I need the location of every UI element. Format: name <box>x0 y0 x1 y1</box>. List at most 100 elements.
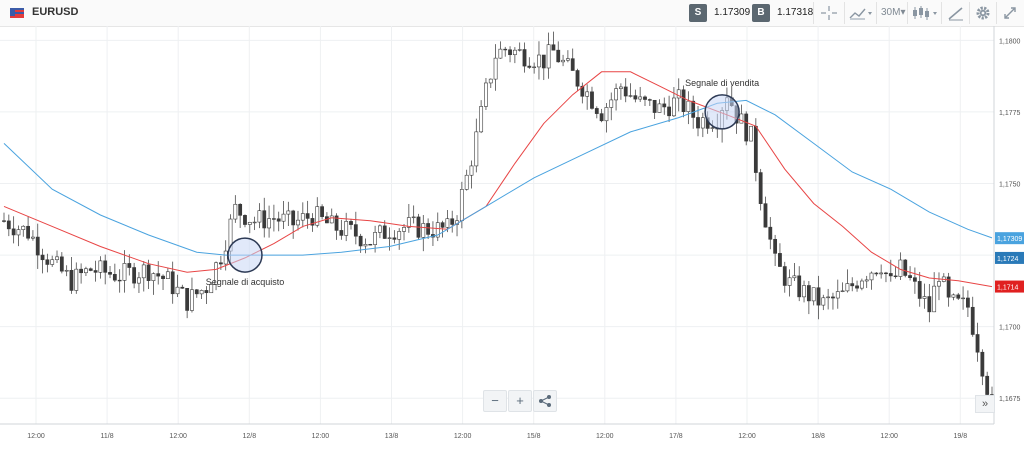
candle[interactable] <box>40 248 45 274</box>
candle[interactable] <box>45 253 50 273</box>
candle[interactable] <box>956 292 961 301</box>
candle[interactable] <box>175 274 180 298</box>
candle[interactable] <box>387 227 392 251</box>
candle[interactable] <box>570 48 575 71</box>
candle[interactable] <box>594 106 599 119</box>
candle[interactable] <box>556 41 561 63</box>
candle[interactable] <box>334 213 339 240</box>
candle[interactable] <box>652 99 657 120</box>
candle[interactable] <box>826 288 831 310</box>
candle[interactable] <box>874 272 879 277</box>
candle[interactable] <box>946 272 951 307</box>
candle[interactable] <box>628 83 633 98</box>
candle[interactable] <box>879 264 884 279</box>
candle[interactable] <box>517 42 522 52</box>
candle[interactable] <box>599 108 604 123</box>
candle[interactable] <box>681 85 686 118</box>
candle[interactable] <box>305 200 310 229</box>
candle[interactable] <box>190 277 194 313</box>
candle[interactable] <box>406 203 411 233</box>
candle[interactable] <box>271 204 276 232</box>
candle[interactable] <box>966 290 970 317</box>
zoom-out-button[interactable]: − <box>483 390 507 412</box>
candle[interactable] <box>696 106 700 137</box>
candle[interactable] <box>146 259 151 290</box>
candle[interactable] <box>69 257 74 294</box>
candle[interactable] <box>11 216 16 244</box>
candle[interactable] <box>122 250 127 293</box>
candle[interactable] <box>657 99 662 113</box>
candle[interactable] <box>262 197 267 238</box>
candle[interactable] <box>787 269 792 297</box>
sell-button[interactable]: S <box>689 4 707 22</box>
candle[interactable] <box>267 205 271 238</box>
candle[interactable] <box>16 225 21 247</box>
candle[interactable] <box>831 292 835 310</box>
candle[interactable] <box>893 266 898 279</box>
candle[interactable] <box>257 203 262 229</box>
settings-icon[interactable] <box>975 5 991 21</box>
candle[interactable] <box>864 275 869 288</box>
candle[interactable] <box>320 204 324 220</box>
candle[interactable] <box>88 267 93 272</box>
candle[interactable] <box>368 243 373 246</box>
candle[interactable] <box>855 280 859 292</box>
candle[interactable] <box>137 272 141 293</box>
candle[interactable] <box>281 201 286 230</box>
candle[interactable] <box>638 86 643 102</box>
candle[interactable] <box>204 286 209 305</box>
candle[interactable] <box>180 284 185 289</box>
candle[interactable] <box>970 296 975 337</box>
candle[interactable] <box>792 263 797 282</box>
candle[interactable] <box>325 212 329 224</box>
chart-type-icon[interactable] <box>849 5 873 21</box>
scroll-to-latest-button[interactable]: » <box>975 395 995 413</box>
candle[interactable] <box>662 97 667 115</box>
candle[interactable] <box>927 284 932 323</box>
chart-area[interactable]: Segnale di acquisto Segnale di vendita 12… <box>0 26 1024 448</box>
crosshair-icon[interactable] <box>820 5 838 21</box>
candle[interactable] <box>840 282 845 293</box>
candle[interactable] <box>156 261 161 285</box>
candle[interactable] <box>291 209 296 239</box>
candle[interactable] <box>806 281 811 315</box>
candle[interactable] <box>74 262 79 294</box>
candle[interactable] <box>339 219 344 240</box>
candle[interactable] <box>445 209 450 233</box>
candle[interactable] <box>349 218 353 230</box>
candle[interactable] <box>170 261 175 304</box>
candle[interactable] <box>537 41 541 80</box>
candle[interactable] <box>763 196 768 228</box>
candle[interactable] <box>604 102 609 133</box>
candle[interactable] <box>329 208 334 224</box>
candle[interactable] <box>835 279 840 309</box>
candle[interactable] <box>975 322 980 362</box>
candle[interactable] <box>859 278 864 291</box>
candle[interactable] <box>117 269 122 293</box>
candle[interactable] <box>31 230 35 241</box>
candle[interactable] <box>402 224 406 241</box>
candle[interactable] <box>35 223 40 269</box>
candle[interactable] <box>127 254 132 276</box>
candle[interactable] <box>903 259 908 278</box>
candle[interactable] <box>614 83 618 111</box>
candle[interactable] <box>700 112 705 138</box>
candle[interactable] <box>546 32 551 79</box>
candle[interactable] <box>898 252 903 281</box>
candle[interactable] <box>199 289 204 299</box>
buy-button[interactable]: B <box>752 4 770 22</box>
candle[interactable] <box>590 86 594 110</box>
candle[interactable] <box>286 201 291 226</box>
candle[interactable] <box>797 266 802 302</box>
candle[interactable] <box>773 234 778 267</box>
candle[interactable] <box>937 272 941 301</box>
candle[interactable] <box>161 274 165 291</box>
candle[interactable] <box>845 269 850 293</box>
candle[interactable] <box>426 218 431 240</box>
candle[interactable] <box>411 205 416 224</box>
candle[interactable] <box>26 216 30 241</box>
candle[interactable] <box>209 282 214 294</box>
drawing-icon[interactable] <box>947 5 965 21</box>
candle[interactable] <box>378 224 382 239</box>
candle[interactable] <box>185 287 190 319</box>
